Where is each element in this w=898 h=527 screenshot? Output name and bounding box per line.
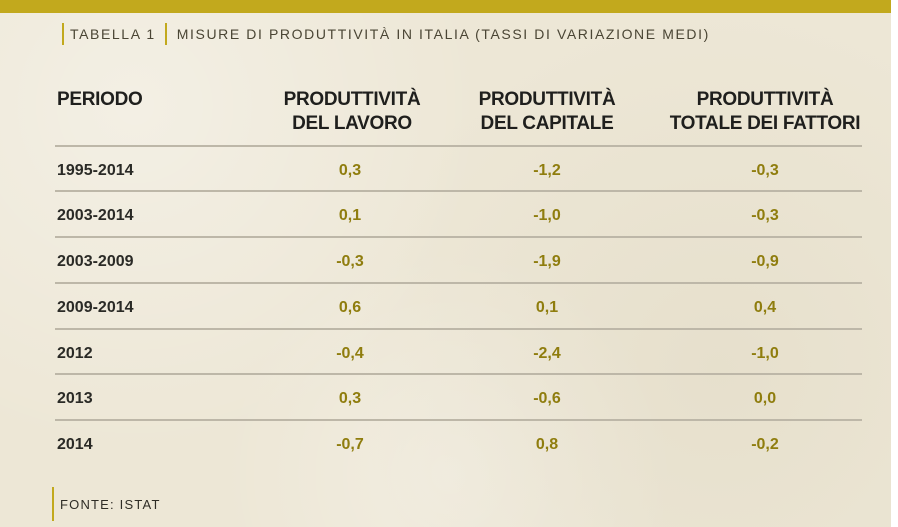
cell-lavoro: 0,3 — [338, 162, 362, 179]
cell-capitale: -0,6 — [533, 390, 561, 407]
table-divider — [55, 190, 862, 192]
column-header-lavoro-line2: DEL LAVORO — [292, 113, 412, 134]
column-header-totale: PRODUTTIVITÀ TOTALE DEI FATTORI — [665, 88, 865, 136]
cell-lavoro: 0,3 — [338, 390, 362, 407]
row-period: 2012 — [57, 345, 93, 362]
table-divider — [55, 236, 862, 238]
cell-totale: -1,0 — [751, 345, 779, 362]
row-period: 2009-2014 — [57, 299, 134, 316]
column-header-capitale-line2: DEL CAPITALE — [480, 113, 614, 134]
title-divider — [164, 23, 167, 45]
column-header-totale-line2: TOTALE DEI FATTORI — [669, 113, 861, 134]
cell-totale: 0,4 — [753, 299, 777, 316]
cell-lavoro: 0,6 — [338, 299, 362, 316]
column-header-periodo-label: PERIODO — [57, 89, 143, 110]
title-divider-left — [62, 23, 64, 45]
source-note: FONTE: ISTAT — [52, 487, 161, 521]
column-header-capitale-line1: PRODUTTIVITÀ — [478, 89, 616, 110]
column-header-periodo: PERIODO — [57, 88, 143, 112]
cell-capitale: -1,9 — [533, 253, 561, 270]
table-row: 2003-2009 -0,3 -1,9 -0,9 — [0, 239, 898, 285]
table-title: Misure di produttività in Italia (tassi … — [176, 26, 710, 42]
cell-totale: -0,9 — [751, 253, 779, 270]
column-header-capitale: PRODUTTIVITÀ DEL CAPITALE — [472, 88, 622, 136]
cell-lavoro: 0,1 — [338, 207, 362, 224]
cell-capitale: 0,1 — [535, 299, 559, 316]
cell-capitale: -2,4 — [533, 345, 561, 362]
column-header-lavoro: PRODUTTIVITÀ DEL LAVORO — [282, 88, 422, 136]
cell-lavoro: -0,4 — [336, 345, 364, 362]
source-text: FONTE: ISTAT — [60, 496, 161, 512]
table-row: 2012 -0,4 -2,4 -1,0 — [0, 331, 898, 377]
table-divider — [55, 373, 862, 375]
row-period: 2014 — [57, 436, 93, 453]
table-row: 2009-2014 0,6 0,1 0,4 — [0, 285, 898, 331]
column-header-totale-line1: PRODUTTIVITÀ — [696, 89, 834, 110]
column-header-lavoro-line1: PRODUTTIVITÀ — [283, 89, 421, 110]
table-row: 2014 -0,7 0,8 -0,2 — [0, 422, 898, 468]
cell-lavoro: -0,7 — [336, 436, 364, 453]
row-period: 2013 — [57, 390, 93, 407]
row-period: 1995-2014 — [57, 162, 134, 179]
table-label: Tabella 1 — [70, 26, 156, 42]
cell-capitale: 0,8 — [535, 436, 559, 453]
cell-totale: -0,3 — [751, 207, 779, 224]
cell-capitale: -1,2 — [533, 162, 561, 179]
row-period: 2003-2014 — [57, 207, 134, 224]
table-title-row: Tabella 1 Misure di produttività in Ital… — [62, 22, 710, 46]
table-divider — [55, 419, 862, 421]
table-divider — [55, 145, 862, 147]
table-divider — [55, 282, 862, 284]
cell-totale: -0,2 — [751, 436, 779, 453]
row-period: 2003-2009 — [57, 253, 134, 270]
table-row: 2013 0,3 -0,6 0,0 — [0, 376, 898, 422]
cell-lavoro: -0,3 — [336, 253, 364, 270]
cell-capitale: -1,0 — [533, 207, 561, 224]
cell-totale: 0,0 — [753, 390, 777, 407]
table-divider — [55, 328, 862, 330]
source-divider — [52, 487, 54, 521]
cell-totale: -0,3 — [751, 162, 779, 179]
top-accent-bar — [0, 0, 891, 13]
table-row: 2003-2014 0,1 -1,0 -0,3 — [0, 193, 898, 239]
right-edge-strip — [891, 0, 898, 527]
table-row: 1995-2014 0,3 -1,2 -0,3 — [0, 148, 898, 194]
